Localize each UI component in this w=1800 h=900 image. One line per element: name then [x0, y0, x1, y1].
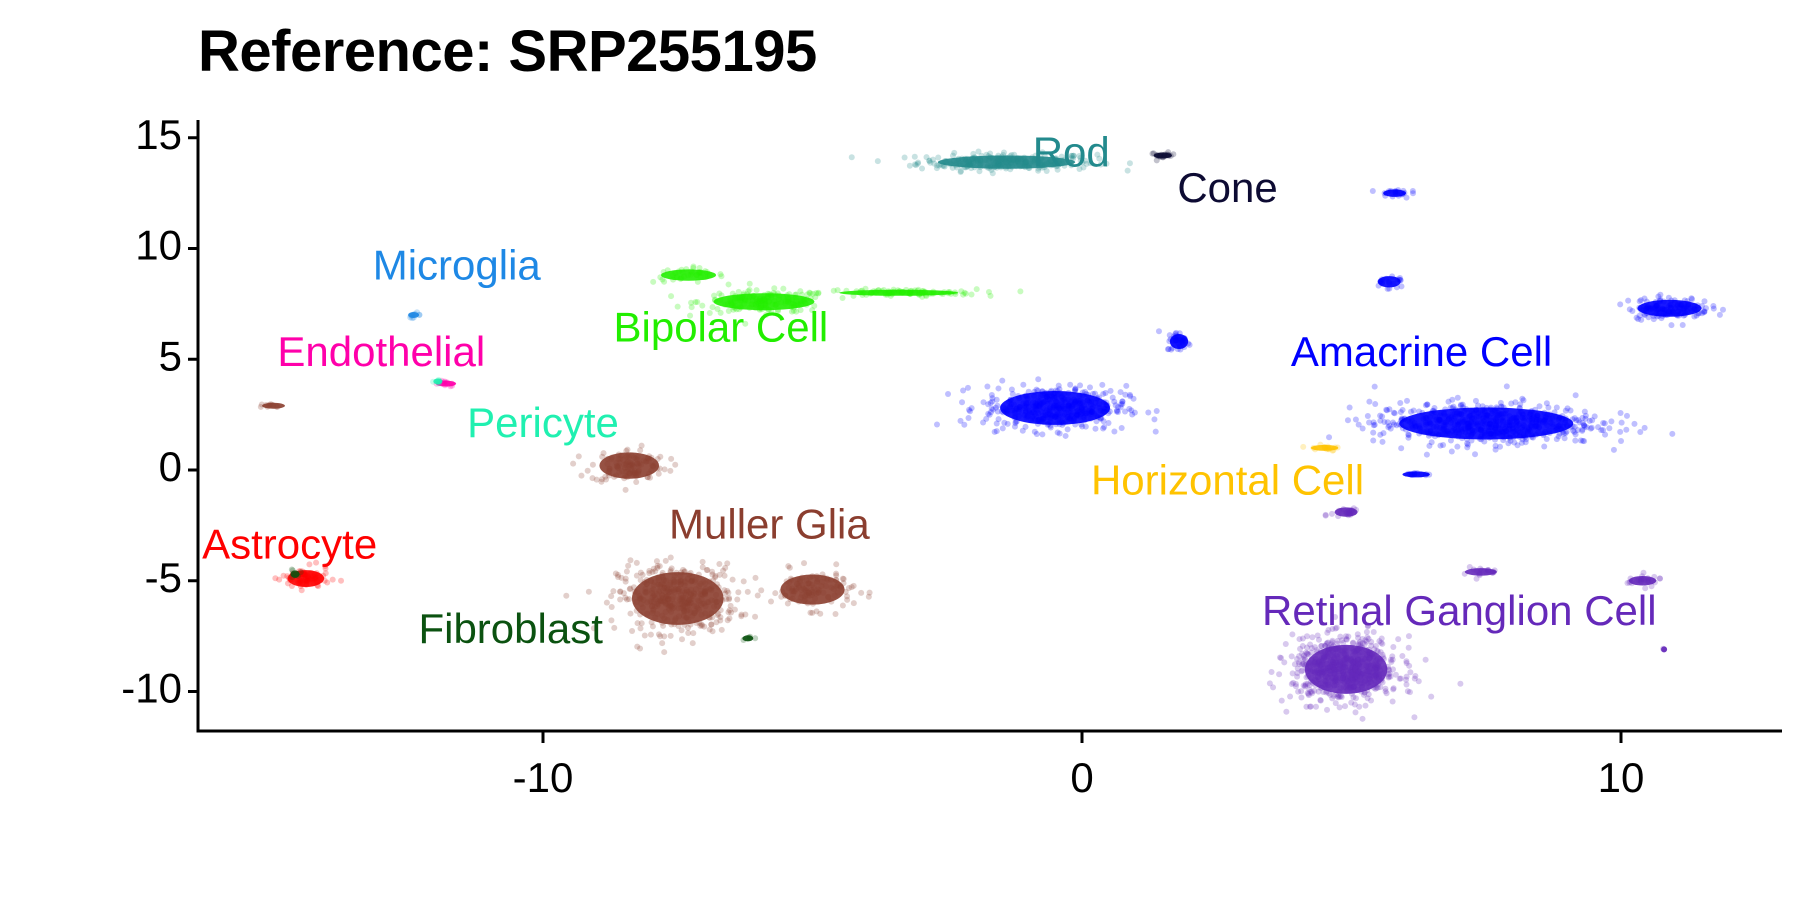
series-muller-glia [257, 401, 873, 656]
label-retinal-ganglion-cell: Retinal Ganglion Cell [1262, 587, 1657, 634]
label-pericyte: Pericyte [467, 399, 619, 446]
chart-title: Reference: SRP255195 [198, 19, 817, 84]
series-rod [848, 148, 1133, 177]
label-fibroblast: Fibroblast [418, 605, 603, 652]
cluster-labels: Rod Cone Microglia Endothelial Pericyte Bipol… [202, 129, 1656, 652]
series-pericyte [430, 376, 443, 387]
label-bipolar-cell: Bipolar Cell [613, 304, 828, 351]
series-amacrine-cell [933, 187, 1726, 479]
series-horizontal-cell [1300, 441, 1341, 454]
label-endothelial: Endothelial [277, 328, 485, 375]
y-tick-label: 0 [159, 443, 182, 490]
series-retinal-ganglion-cell [1266, 505, 1668, 722]
y-tick-label: 10 [135, 222, 182, 269]
series-microglia [407, 309, 423, 322]
label-astrocyte: Astrocyte [202, 521, 377, 568]
label-horizontal-cell: Horizontal Cell [1091, 456, 1364, 503]
series-bipolar-cell [650, 263, 1024, 327]
label-muller-glia: Muller Glia [669, 501, 870, 548]
y-tick-label: -10 [121, 665, 182, 712]
x-tick-label: 0 [1070, 754, 1093, 801]
series-fibroblast [288, 566, 759, 644]
x-tick-label: 10 [1598, 754, 1645, 801]
label-microglia: Microglia [373, 242, 542, 289]
y-tick-label: 15 [135, 111, 182, 158]
y-tick-label: -5 [145, 554, 182, 601]
label-cone: Cone [1177, 164, 1277, 211]
x-tick-label: -10 [513, 754, 574, 801]
label-amacrine-cell: Amacrine Cell [1291, 328, 1552, 375]
axes: 15 10 5 0 -5 -10 -10 0 10 [121, 111, 1782, 801]
series-cone [1149, 149, 1177, 164]
label-rod: Rod [1033, 129, 1110, 176]
data-points [257, 148, 1726, 722]
y-tick-label: 5 [159, 332, 182, 379]
